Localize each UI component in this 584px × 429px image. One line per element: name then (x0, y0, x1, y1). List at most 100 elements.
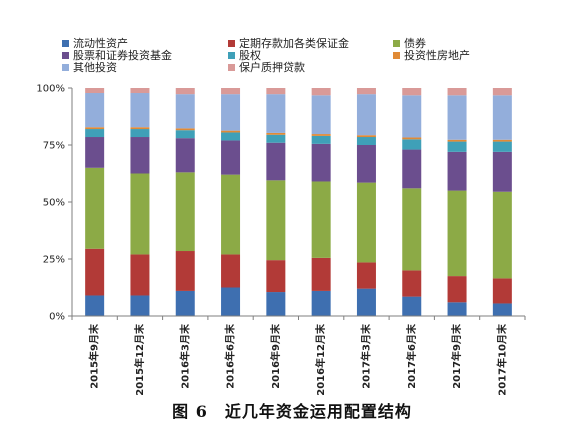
bar-segment (266, 292, 286, 316)
bar-segment (266, 88, 286, 95)
x-tick-label: 2017年10月末 (495, 323, 508, 396)
bar-segment (85, 137, 105, 168)
bar-segment (130, 88, 150, 94)
y-tick-label: 100% (36, 84, 65, 95)
legend-label: 债券 (404, 36, 426, 50)
legend-swatch (62, 64, 69, 71)
x-tick-label: 2017年6月末 (405, 323, 418, 389)
bar-segment (447, 276, 467, 303)
bar-segment (130, 173, 150, 255)
y-tick-label: 75% (43, 141, 65, 152)
legend-label: 投资性房地产 (404, 48, 470, 62)
y-tick-label: 25% (43, 255, 65, 266)
bar-segment (311, 88, 331, 96)
x-tick-label: 2016年3月末 (178, 323, 191, 389)
figure-caption: 图 6 近几年资金运用配置结构 (172, 402, 412, 421)
x-tick-label: 2017年9月末 (450, 323, 463, 389)
legend-label: 保户质押贷款 (239, 60, 305, 74)
legend-label: 定期存款加各类保证金 (239, 36, 349, 50)
bar-segment (221, 140, 241, 175)
bar-segment (130, 137, 150, 174)
bar-segment (356, 288, 376, 316)
bar-segment (447, 88, 467, 96)
bars (85, 88, 512, 316)
bar-segment (492, 88, 512, 96)
bar-segment (311, 290, 331, 316)
bar-segment (402, 149, 422, 189)
x-tick-label: 2016年12月末 (314, 323, 327, 396)
x-tick-label: 2016年9月末 (269, 323, 282, 389)
legend-swatch (62, 40, 69, 47)
bar-segment (221, 254, 241, 288)
bar-segment (85, 93, 105, 128)
bar-segment (492, 303, 512, 316)
bar-segment (130, 295, 150, 316)
bar-segment (492, 191, 512, 279)
bar-segment (175, 88, 195, 95)
bar-segment (492, 95, 512, 140)
bar-segment (175, 290, 195, 316)
x-tick-label: 2016年6月末 (224, 323, 237, 389)
bar-segment (356, 94, 376, 136)
bar-segment (85, 248, 105, 296)
bar-segment (221, 132, 241, 141)
bar-segment (356, 135, 376, 138)
legend-swatch (393, 40, 400, 47)
bar-segment (402, 188, 422, 271)
bar-segment (175, 138, 195, 173)
bar-segment (266, 180, 286, 261)
bar-segment (311, 181, 331, 258)
bar-segment (311, 134, 331, 136)
bar-segment (130, 129, 150, 138)
bar-segment (356, 262, 376, 289)
bar-segment (356, 88, 376, 95)
x-tick-label: 2015年12月末 (133, 323, 146, 396)
bar-segment (492, 278, 512, 304)
bar-segment (402, 139, 422, 150)
bar-segment (221, 130, 241, 133)
bar-segment (356, 137, 376, 145)
bar-segment (492, 139, 512, 142)
bar-segment (492, 151, 512, 192)
bar-segment (402, 137, 422, 140)
bar-segment (175, 172, 195, 252)
bar-segment (402, 95, 422, 138)
bar-segment (175, 94, 195, 129)
legend-label: 股票和证券投资基金 (73, 48, 172, 62)
bar-segment (266, 94, 286, 133)
bar-segment (447, 302, 467, 316)
bar-segment (175, 130, 195, 139)
bar-segment (130, 93, 150, 128)
legend-swatch (228, 52, 235, 59)
bar-segment (221, 287, 241, 316)
bar-segment (221, 94, 241, 131)
legend-swatch (228, 40, 235, 47)
bar-segment (130, 254, 150, 296)
legend-label: 其他投资 (73, 60, 117, 74)
y-tick-label: 50% (43, 198, 65, 209)
bar-segment (221, 88, 241, 95)
bar-segment (266, 132, 286, 135)
bar-segment (402, 270, 422, 297)
bar-segment (311, 95, 331, 135)
bar-segment (266, 134, 286, 143)
bar-segment (85, 88, 105, 94)
bar-segment (447, 141, 467, 152)
bar-segment (85, 167, 105, 249)
legend-swatch (62, 52, 69, 59)
bar-segment (221, 174, 241, 255)
y-tick-label: 0% (49, 312, 65, 323)
bar-segment (175, 251, 195, 291)
bar-segment (85, 295, 105, 316)
bar-segment (266, 260, 286, 293)
axes: 0% 25% 50% 75% 100% 2015年9月末 2015年12月末 2016年3月末… (36, 84, 526, 396)
bar-segment (175, 128, 195, 131)
bar-segment (85, 127, 105, 130)
bar-segment (266, 142, 286, 181)
bar-segment (130, 127, 150, 130)
bar-segment (402, 296, 422, 316)
bar-segment (356, 182, 376, 263)
x-tick-label: 2017年3月末 (359, 323, 372, 389)
